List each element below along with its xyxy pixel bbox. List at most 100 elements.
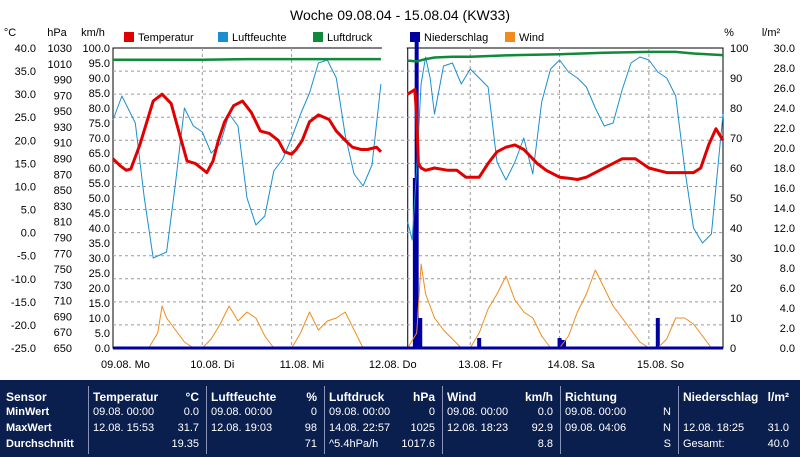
tick-wind: 35.0 (89, 238, 110, 250)
series-line-luftfeuchte (407, 56, 724, 244)
tick-temperature: -5.0 (17, 251, 36, 263)
legend-label-luftfeuchte: Luftfeuchte (232, 32, 286, 44)
tick-x: 11.08. Mi (280, 359, 324, 371)
legend-label-wind: Wind (519, 32, 544, 44)
column-separator (206, 386, 207, 454)
tick-x: 13.08. Fr (458, 359, 502, 371)
tick-humidity: 90 (730, 73, 742, 85)
stats-header: Richtung (565, 390, 617, 404)
tick-precipitation: 30.0 (774, 43, 795, 55)
tick-humidity: 100 (730, 43, 748, 55)
tick-pressure: 1030 (48, 43, 72, 55)
tick-wind: 30.0 (89, 253, 110, 265)
tick-temperature: 35.0 (15, 66, 36, 78)
stats-column-richtung: Richtung 09.08. 00:00 N 09.08. 04:06 N S (565, 380, 675, 457)
tick-wind: 85.0 (89, 88, 110, 100)
stats-max-value: 31.7 (177, 422, 199, 434)
tick-pressure: 870 (54, 169, 72, 181)
tick-pressure: 690 (54, 311, 72, 323)
tick-temperature: -15.0 (11, 297, 36, 309)
tick-temperature: 0.0 (21, 228, 36, 240)
row-label-sensor: Sensor (6, 390, 47, 404)
stats-max-time: 12.08. 15:53 (93, 422, 155, 434)
tick-wind: 15.0 (89, 298, 110, 310)
stats-unit: hPa (412, 390, 435, 404)
stats-column-niederschlag: Niederschlag l/m² 12.08. 18:25 31.0 Gesamt: 4… (683, 380, 793, 457)
legend-swatch-wind (505, 32, 515, 42)
stats-avg-value: S (663, 438, 671, 450)
tick-wind: 95.0 (89, 58, 110, 70)
tick-pressure: 670 (54, 327, 72, 339)
tick-wind: 45.0 (89, 208, 110, 220)
tick-wind: 50.0 (89, 193, 110, 205)
tick-humidity: 10 (730, 313, 742, 325)
series-line-temperatur (406, 88, 725, 181)
tick-pressure: 890 (54, 154, 72, 166)
series-line-wind (407, 263, 723, 349)
stats-avg-time: Gesamt: (683, 438, 725, 450)
column-separator (324, 386, 325, 454)
tick-humidity: 50 (730, 193, 742, 205)
tick-pressure: 910 (54, 138, 72, 150)
stats-avg-value: 40.0 (767, 438, 789, 450)
series-line-luftfeuchte (112, 59, 382, 259)
stats-avg-value: 1017.6 (401, 438, 435, 450)
stats-unit: % (306, 390, 317, 404)
stats-avg-time: ^5.4hPa/h (329, 438, 379, 450)
tick-pressure: 930 (54, 122, 72, 134)
series-line-luftdruck (113, 57, 381, 62)
tick-precipitation: 10.0 (774, 243, 795, 255)
tick-temperature: -20.0 (11, 320, 36, 332)
stats-max-time: 14.08. 22:57 (329, 422, 391, 434)
tick-precipitation: 28.0 (774, 63, 795, 75)
statistics-panel: Sensor MinWert MaxWert Durchschnitt Temp… (0, 380, 800, 457)
stats-header: Niederschlag (683, 390, 759, 404)
chart-title: Woche 09.08.04 - 15.08.04 (KW33) (290, 7, 510, 23)
tick-pressure: 650 (54, 343, 72, 355)
stats-min-value: N (663, 406, 671, 418)
precip-bar (412, 178, 417, 348)
axis-unit-humidity: % (724, 27, 734, 39)
tick-x: 10.08. Di (190, 359, 234, 371)
legend-swatch-luftdruck (313, 32, 323, 42)
tick-wind: 40.0 (89, 223, 110, 235)
legend-label-niederschlag: Niederschlag (424, 32, 488, 44)
tick-wind: 70.0 (89, 133, 110, 145)
tick-precipitation: 22.0 (774, 123, 795, 135)
tick-precipitation: 16.0 (774, 183, 795, 195)
axis-unit-pressure: hPa (47, 27, 67, 39)
tick-wind: 55.0 (89, 178, 110, 190)
legend-swatch-temperatur (124, 32, 134, 42)
tick-precipitation: 24.0 (774, 103, 795, 115)
weather-chart: Woche 09.08.04 - 15.08.04 (KW33) °C hPa km… (4, 7, 795, 371)
precip-bar (477, 338, 482, 348)
tick-wind: 65.0 (89, 148, 110, 160)
stats-max-value: N (663, 422, 671, 434)
tick-x: 15.08. So (637, 359, 684, 371)
series-line-luftdruck (407, 50, 724, 63)
tick-temperature: -10.0 (11, 274, 36, 286)
stats-min-time: 09.08. 00:00 (447, 406, 509, 418)
tick-pressure: 1010 (48, 59, 72, 71)
tick-humidity: 20 (730, 283, 742, 295)
stats-min-time: 09.08. 00:00 (329, 406, 391, 418)
tick-wind: 60.0 (89, 163, 110, 175)
stats-header: Temperatur (93, 390, 159, 404)
tick-precipitation: 6.0 (780, 283, 795, 295)
column-separator (442, 386, 443, 454)
tick-precipitation: 20.0 (774, 143, 795, 155)
stats-avg-value: 71 (304, 438, 317, 450)
stats-max-time: 12.08. 19:03 (211, 422, 273, 434)
tick-temperature: 10.0 (15, 181, 36, 193)
tick-wind: 100.0 (82, 43, 110, 55)
tick-wind: 80.0 (89, 103, 110, 115)
row-label-avg: Durchschnitt (6, 438, 74, 450)
tick-precipitation: 0.0 (780, 343, 795, 355)
tick-pressure: 730 (54, 280, 72, 292)
tick-pressure: 710 (54, 296, 72, 308)
stats-max-time: 09.08. 04:06 (565, 422, 627, 434)
stats-max-value: 92.9 (531, 422, 553, 434)
stats-min-time: 09.08. 00:00 (565, 406, 627, 418)
precip-bar (655, 318, 660, 348)
column-separator (88, 386, 89, 454)
